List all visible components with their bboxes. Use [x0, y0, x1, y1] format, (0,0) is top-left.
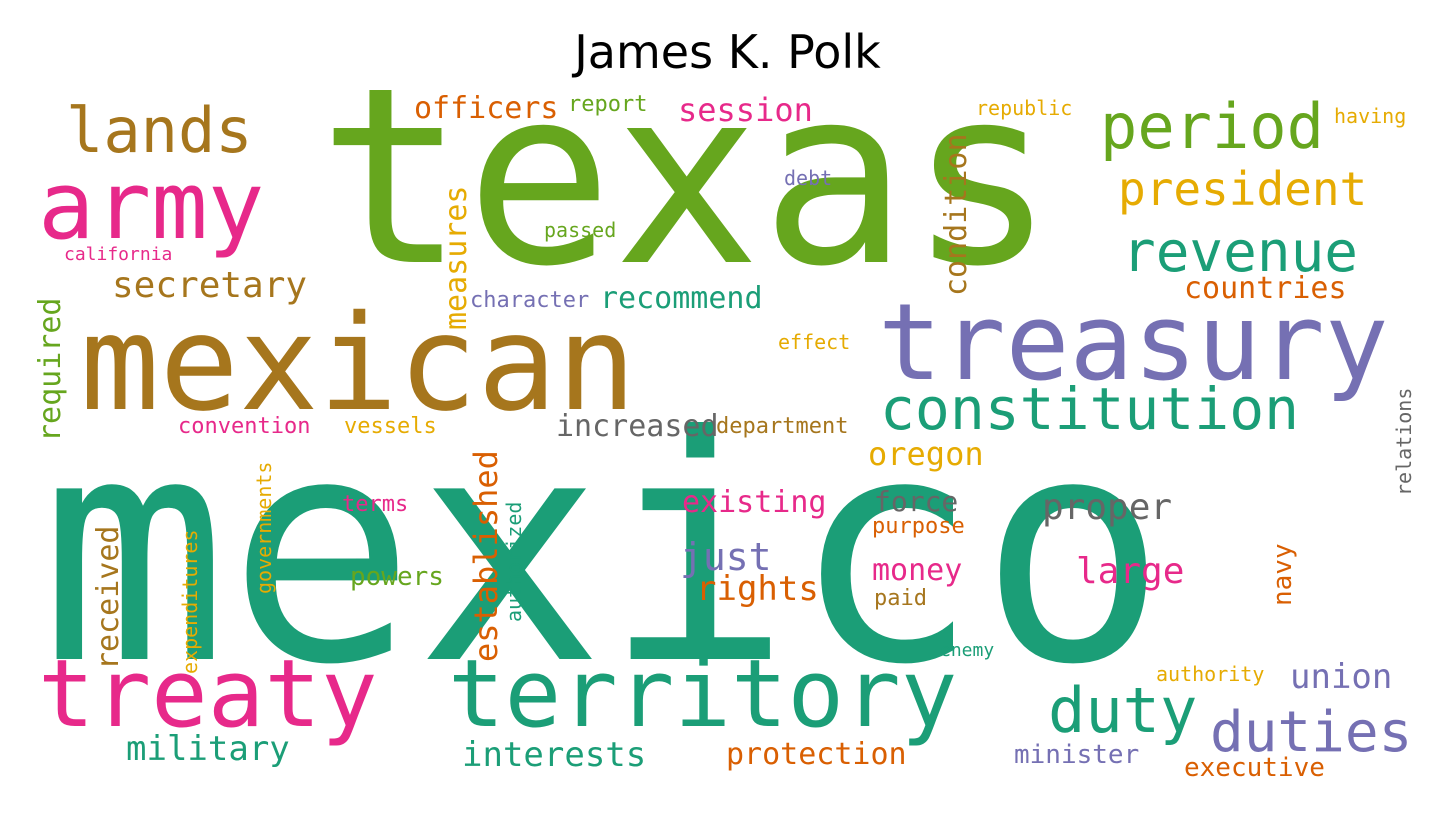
word-constitution: constitution — [880, 375, 1300, 443]
word-money: money — [872, 553, 963, 588]
word-governments: governments — [252, 461, 276, 594]
word-large: large — [1076, 551, 1185, 592]
word-secretary: secretary — [112, 265, 308, 306]
word-territory: territory — [448, 640, 958, 749]
word-proper: proper — [1042, 487, 1173, 528]
word-military: military — [126, 729, 290, 769]
word-duty: duty — [1048, 674, 1198, 747]
word-force: force — [874, 485, 959, 518]
word-minister: minister — [1014, 740, 1140, 770]
word-navy: navy — [1268, 543, 1298, 606]
word-duties: duties — [1210, 700, 1413, 765]
word-condition: condition — [939, 133, 974, 296]
word-executive: executive — [1184, 753, 1325, 783]
word-authorized: authorized — [502, 501, 526, 622]
word-established: established — [467, 450, 505, 662]
word-republic: republic — [976, 96, 1073, 120]
word-having: having — [1334, 104, 1407, 128]
word-purpose: purpose — [872, 514, 965, 539]
word-treaty: treaty — [38, 640, 378, 749]
word-received: received — [91, 525, 126, 671]
word-authority: authority — [1156, 662, 1265, 686]
word-passed: passed — [544, 218, 617, 242]
word-lands: lands — [66, 94, 253, 167]
word-required: required — [33, 297, 68, 443]
word-rights: rights — [696, 569, 819, 609]
word-california: california — [64, 244, 173, 265]
word-texas: texas — [318, 35, 1056, 320]
word-debt: debt — [784, 166, 833, 190]
word-increased: increased — [556, 409, 719, 444]
word-oregon: oregon — [868, 435, 984, 473]
word-vessels: vessels — [344, 414, 437, 439]
word-treasury: treasury — [878, 281, 1389, 404]
word-recommend: recommend — [600, 281, 763, 316]
word-mexican: mexican — [80, 287, 637, 441]
word-effect: effect — [778, 330, 851, 354]
word-period: period — [1100, 90, 1324, 163]
word-relations: relations — [1392, 387, 1416, 496]
word-paid: paid — [874, 586, 927, 611]
word-report: report — [568, 92, 648, 117]
word-countries: countries — [1184, 271, 1347, 306]
word-convention: convention — [178, 414, 311, 439]
word-revenue: revenue — [1122, 220, 1359, 285]
word-union: union — [1290, 657, 1393, 697]
word-protection: protection — [726, 737, 907, 772]
word-powers: powers — [350, 562, 444, 592]
word-just: just — [680, 535, 772, 579]
word-mexico: mexico — [40, 369, 1168, 733]
word-officers: officers — [414, 91, 559, 126]
word-army: army — [38, 152, 265, 261]
word-expenditures: expenditures — [178, 529, 202, 675]
word-terms: terms — [342, 492, 409, 517]
word-character: character — [470, 288, 590, 313]
word-interests: interests — [462, 735, 647, 775]
word-department: department — [716, 414, 849, 439]
word-session: session — [678, 91, 813, 129]
word-measures: measures — [439, 185, 474, 331]
word-existing: existing — [682, 485, 827, 520]
word-enemy: enemy — [940, 640, 995, 661]
chart-title: James K. Polk — [574, 25, 881, 79]
word-president: president — [1118, 162, 1368, 216]
